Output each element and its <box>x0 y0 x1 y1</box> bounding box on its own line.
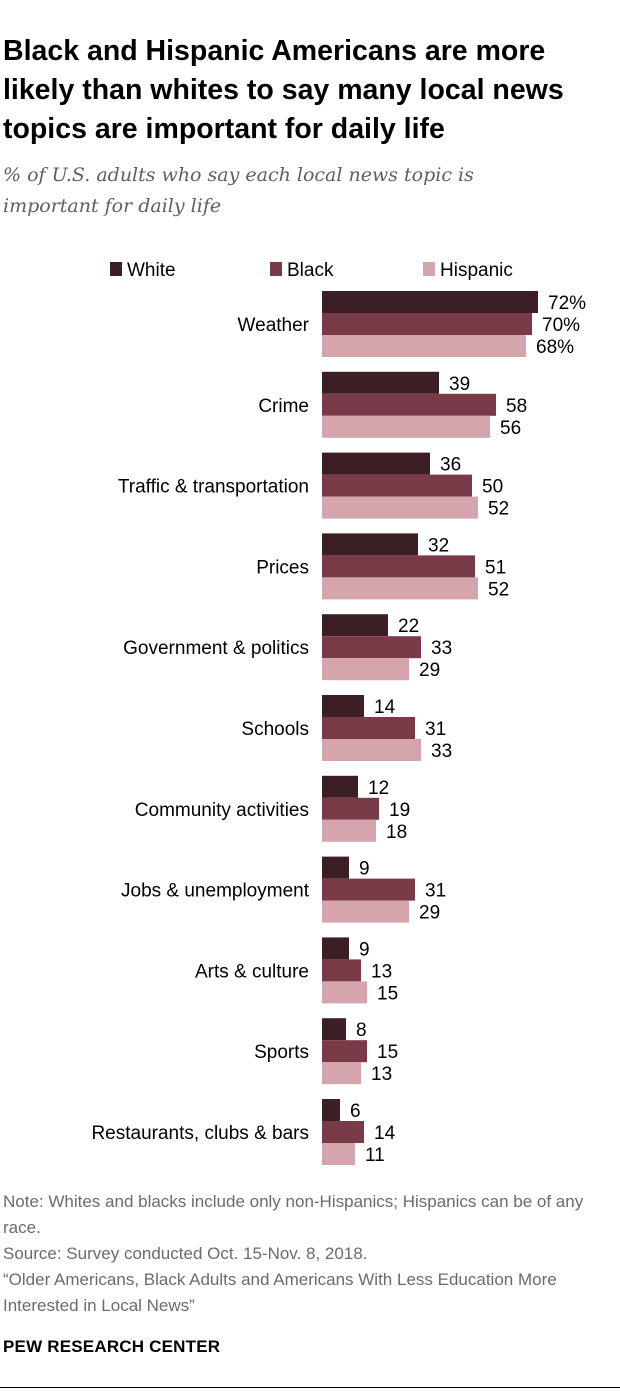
bar-white-prices <box>322 533 418 556</box>
bar-black-government-and-politics <box>322 636 421 659</box>
chart-title: Black and Hispanic Americans are more li… <box>3 35 564 145</box>
bar-hispanic-arts-and-culture <box>322 981 367 1004</box>
legend-swatch-white <box>110 262 122 276</box>
value-label-hispanic-schools: 33 <box>431 741 452 762</box>
value-label-black-restaurants-clubs-and-bars: 14 <box>374 1123 396 1144</box>
value-label-black-weather: 70% <box>542 315 580 336</box>
legend-label-white: White <box>127 260 176 281</box>
value-label-hispanic-traffic-and-transportation: 52 <box>488 499 509 520</box>
value-label-black-crime: 58 <box>506 396 527 417</box>
bar-hispanic-community-activities <box>322 819 376 842</box>
bar-hispanic-restaurants-clubs-and-bars <box>322 1143 355 1165</box>
bar-white-government-and-politics <box>322 614 388 637</box>
value-label-hispanic-arts-and-culture: 15 <box>377 983 398 1004</box>
category-label-restaurants-clubs-and-bars: Restaurants, clubs & bars <box>91 1123 309 1144</box>
category-label-sports: Sports <box>254 1042 309 1063</box>
report-text: “Older Americans, Black Adults and Ameri… <box>3 1270 557 1315</box>
value-label-black-community-activities: 19 <box>389 800 410 821</box>
bar-black-restaurants-clubs-and-bars <box>322 1121 364 1143</box>
value-label-white-crime: 39 <box>449 374 470 395</box>
value-label-black-government-and-politics: 33 <box>431 638 452 659</box>
value-label-hispanic-government-and-politics: 29 <box>419 660 440 681</box>
footnote: Note: Whites and blacks include only non… <box>3 1189 615 1319</box>
value-label-black-sports: 15 <box>377 1042 398 1063</box>
legend-swatch-hispanic <box>423 262 435 276</box>
value-label-black-traffic-and-transportation: 50 <box>482 477 503 498</box>
value-label-hispanic-community-activities: 18 <box>386 822 407 843</box>
value-label-black-jobs-and-unemployment: 31 <box>425 881 446 902</box>
source-text: Source: Survey conducted Oct. 15-Nov. 8,… <box>3 1244 368 1263</box>
bar-white-schools <box>322 695 364 717</box>
value-label-white-traffic-and-transportation: 36 <box>440 455 461 476</box>
value-label-black-prices: 51 <box>485 557 506 578</box>
category-label-government-and-politics: Government & politics <box>123 638 309 659</box>
value-label-hispanic-sports: 13 <box>371 1064 392 1085</box>
bar-hispanic-crime <box>322 415 490 438</box>
bar-black-sports <box>322 1040 367 1063</box>
category-label-jobs-and-unemployment: Jobs & unemployment <box>121 881 310 902</box>
bar-white-traffic-and-transportation <box>322 452 430 475</box>
category-label-traffic-and-transportation: Traffic & transportation <box>118 477 309 498</box>
value-label-white-government-and-politics: 22 <box>398 616 419 637</box>
value-label-white-weather: 72% <box>548 293 586 314</box>
legend-label-black: Black <box>287 260 334 281</box>
bar-white-crime <box>322 371 439 394</box>
value-label-hispanic-weather: 68% <box>536 337 574 358</box>
value-label-white-prices: 32 <box>428 535 449 556</box>
note-text: Note: Whites and blacks include only non… <box>3 1192 584 1237</box>
category-label-weather: Weather <box>238 315 310 336</box>
bar-hispanic-sports <box>322 1062 361 1085</box>
value-label-hispanic-jobs-and-unemployment: 29 <box>419 903 440 924</box>
bar-hispanic-schools <box>322 739 421 761</box>
grouped-bar-chart: White Black Hispanic Weather 72%70%68% Crime 3… <box>91 260 586 1166</box>
bar-hispanic-jobs-and-unemployment <box>322 900 409 923</box>
bar-white-weather <box>322 291 538 313</box>
category-label-prices: Prices <box>256 557 309 578</box>
value-label-black-schools: 31 <box>425 719 446 740</box>
bar-hispanic-traffic-and-transportation <box>322 496 478 519</box>
value-label-hispanic-restaurants-clubs-and-bars: 11 <box>365 1145 385 1166</box>
bar-white-community-activities <box>322 775 358 798</box>
bar-hispanic-prices <box>322 577 478 600</box>
legend-label-hispanic: Hispanic <box>440 260 513 281</box>
bar-black-traffic-and-transportation <box>322 474 472 497</box>
bar-white-arts-and-culture <box>322 937 349 960</box>
bar-hispanic-government-and-politics <box>322 658 409 681</box>
category-label-crime: Crime <box>258 396 309 417</box>
bar-white-jobs-and-unemployment <box>322 856 349 879</box>
value-label-white-community-activities: 12 <box>368 778 389 799</box>
bar-black-community-activities <box>322 797 379 820</box>
category-label-community-activities: Community activities <box>135 800 309 821</box>
bottom-rule <box>0 1387 620 1388</box>
bar-white-sports <box>322 1018 346 1041</box>
value-label-white-jobs-and-unemployment: 9 <box>359 859 370 880</box>
bar-white-restaurants-clubs-and-bars <box>322 1099 340 1121</box>
bar-black-jobs-and-unemployment <box>322 878 415 901</box>
category-label-schools: Schools <box>241 719 309 740</box>
bar-black-crime <box>322 393 496 416</box>
value-label-white-sports: 8 <box>356 1020 367 1041</box>
value-label-hispanic-prices: 52 <box>488 579 509 600</box>
value-label-black-arts-and-culture: 13 <box>371 961 392 982</box>
bar-black-prices <box>322 555 475 578</box>
chart-subtitle: % of U.S. adults who say each local news… <box>3 164 474 217</box>
bar-black-weather <box>322 313 532 335</box>
legend-swatch-black <box>270 262 282 276</box>
bar-hispanic-weather <box>322 335 526 357</box>
value-label-white-restaurants-clubs-and-bars: 6 <box>350 1101 361 1122</box>
bar-black-arts-and-culture <box>322 959 361 982</box>
bar-black-schools <box>322 717 415 739</box>
pew-logo: PEW RESEARCH CENTER <box>3 1337 221 1356</box>
value-label-hispanic-crime: 56 <box>500 418 521 439</box>
category-label-arts-and-culture: Arts & culture <box>195 961 309 982</box>
value-label-white-schools: 14 <box>374 697 396 718</box>
value-label-white-arts-and-culture: 9 <box>359 939 370 960</box>
